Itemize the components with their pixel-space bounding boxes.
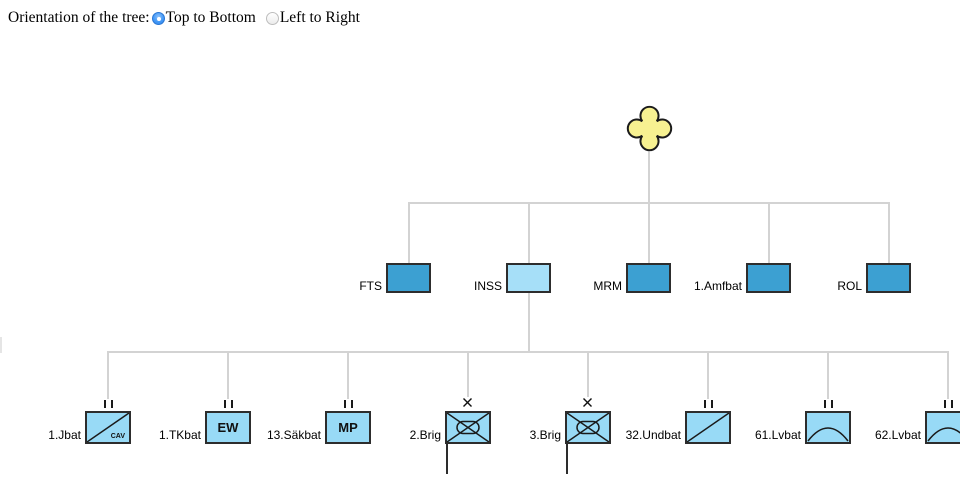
node-rol-label: ROL xyxy=(837,279,862,293)
connector-drop-rol xyxy=(888,203,890,263)
connector-drop-mrm xyxy=(648,203,650,263)
node-61lvbat-label: 61.Lvbat xyxy=(754,428,801,442)
brigade-echelon-icon xyxy=(583,398,592,407)
mechanized-infantry-icon xyxy=(567,413,609,442)
connector-root-stem xyxy=(648,149,650,203)
brigade-flagpole xyxy=(446,443,448,474)
recon-diagonal-icon xyxy=(687,413,729,442)
left-edge-artifact xyxy=(0,337,2,353)
radio-left-to-right-label[interactable]: Left to Right xyxy=(279,9,360,26)
connector-drop-62lvbat xyxy=(947,352,949,399)
node-inss-label: INSS xyxy=(473,279,502,293)
node-undbat[interactable] xyxy=(685,411,731,444)
battalion-echelon-icon xyxy=(944,400,953,408)
connector-drop-3brig xyxy=(587,352,589,397)
node-sakbat-label: 13.Säkbat xyxy=(266,428,321,442)
node-mrm-label: MRM xyxy=(593,279,622,293)
radio-top-to-bottom[interactable] xyxy=(151,11,165,25)
connector-drop-61lvbat xyxy=(827,352,829,399)
battalion-echelon-icon xyxy=(104,400,113,408)
battalion-echelon-icon xyxy=(224,400,233,408)
connector-drop-sakbat xyxy=(347,352,349,399)
orientation-control: Orientation of the tree: Top to Bottom L… xyxy=(8,9,360,27)
connector-drop-amfbat xyxy=(768,203,770,263)
node-inss[interactable] xyxy=(506,263,551,293)
connector-inss-stem xyxy=(528,292,530,352)
node-fts-label: FTS xyxy=(359,279,382,293)
battalion-echelon-icon xyxy=(824,400,833,408)
battalion-echelon-icon xyxy=(704,400,713,408)
connector-drop-inss xyxy=(528,203,530,263)
node-jbat[interactable]: CAV xyxy=(85,411,131,444)
node-2brig-label: 2.Brig xyxy=(409,428,441,442)
radio-dot-icon xyxy=(156,16,161,21)
battalion-echelon-icon xyxy=(344,400,353,408)
air-defense-arc-icon xyxy=(927,427,960,442)
node-fts[interactable] xyxy=(386,263,431,293)
ew-text: EW xyxy=(217,420,239,435)
connector-drop-tkbat xyxy=(227,352,229,399)
connector-bus-level3 xyxy=(107,351,949,353)
node-undbat-label: 32.Undbat xyxy=(625,428,681,442)
mechanized-infantry-icon xyxy=(447,413,489,442)
node-2brig[interactable] xyxy=(445,411,491,444)
connector-drop-2brig xyxy=(467,352,469,397)
root-node-quatrefoil[interactable] xyxy=(626,105,673,152)
connector-drop-fts xyxy=(408,203,410,263)
node-sakbat[interactable]: MP xyxy=(325,411,371,444)
mp-text: MP xyxy=(338,420,358,435)
node-rol[interactable] xyxy=(866,263,911,293)
cav-text: CAV xyxy=(110,433,125,440)
node-61lvbat[interactable] xyxy=(805,411,851,444)
cavalry-diagonal-icon xyxy=(87,413,129,442)
orientation-label: Orientation of the tree: xyxy=(8,9,150,26)
air-defense-arc-icon xyxy=(807,427,849,442)
brigade-echelon-icon xyxy=(463,398,472,407)
node-jbat-label: 1.Jbat xyxy=(48,428,81,442)
connector-drop-undbat xyxy=(707,352,709,399)
node-mrm[interactable] xyxy=(626,263,671,293)
node-3brig[interactable] xyxy=(565,411,611,444)
node-62lvbat[interactable] xyxy=(925,411,960,444)
brigade-flagpole xyxy=(566,443,568,474)
node-amfbat[interactable] xyxy=(746,263,791,293)
connector-drop-jbat xyxy=(107,352,109,399)
radio-left-to-right[interactable] xyxy=(265,11,279,25)
quatrefoil-icon xyxy=(626,105,673,152)
radio-top-to-bottom-label[interactable]: Top to Bottom xyxy=(165,9,256,26)
node-tkbat[interactable]: EW xyxy=(205,411,251,444)
node-tkbat-label: 1.TKbat xyxy=(158,428,201,442)
node-3brig-label: 3.Brig xyxy=(529,428,561,442)
node-amfbat-label: 1.Amfbat xyxy=(693,279,742,293)
node-62lvbat-label: 62.Lvbat xyxy=(874,428,921,442)
